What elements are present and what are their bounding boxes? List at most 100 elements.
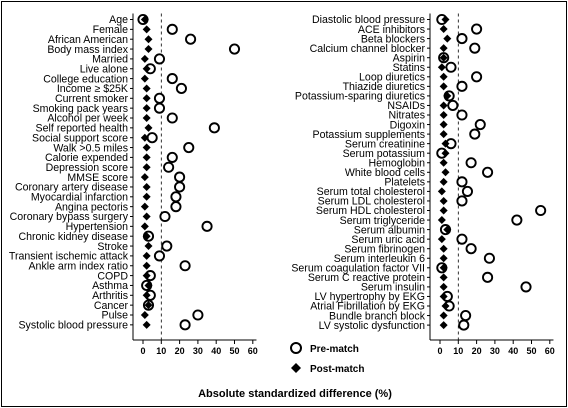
x-tick-label: 30: [490, 346, 500, 356]
x-tick-label: 60: [545, 346, 555, 356]
variable-label: Live alone: [80, 63, 128, 75]
variable-label: Alcohol per week: [47, 113, 128, 125]
variable-label: Pulse: [102, 310, 129, 322]
post-match-point: [443, 91, 452, 100]
pre-match-point: [185, 33, 197, 45]
pre-match-point: [456, 233, 468, 245]
variable-label: Serum potassium: [343, 148, 426, 160]
post-match-point: [142, 320, 151, 329]
post-match-point: [441, 149, 450, 158]
post-match-point: [142, 64, 151, 73]
x-tick-label: 50: [526, 346, 536, 356]
variable-label: Self reported health: [36, 123, 129, 135]
pre-match-point: [179, 260, 191, 272]
legend-post-match-label: Post-match: [310, 364, 364, 375]
pre-match-point: [179, 319, 191, 331]
variable-label: Transient ischemic attack: [9, 251, 129, 263]
post-match-point: [441, 15, 450, 24]
right-panel: 0 10 20 30 40 50 60 Diastolic blood pressureACE…: [291, 13, 555, 356]
variable-label: Serum triglyceride: [340, 215, 425, 227]
post-match-point: [439, 311, 448, 320]
variable-label: Depression score: [46, 162, 129, 174]
pre-match-point: [447, 99, 459, 111]
post-match-point: [439, 158, 448, 167]
variable-label: Walk >0.5 miles: [53, 142, 128, 154]
post-match-point: [144, 35, 153, 44]
variable-label: Current smoker: [55, 93, 128, 105]
pre-match-point: [166, 151, 178, 163]
variable-label: Loop diuretics: [359, 72, 425, 84]
post-match-point: [439, 196, 448, 205]
variable-label: ACE inhibitors: [358, 24, 425, 36]
legend-pre-match-label: Pre-match: [310, 344, 359, 355]
legend-diamond-marker: [291, 363, 301, 373]
post-match-point: [144, 123, 153, 132]
pre-match-point: [153, 92, 166, 104]
variable-label: Social support score: [32, 132, 128, 144]
post-match-point: [142, 192, 151, 201]
pre-match-point: [175, 82, 187, 94]
variable-label: Aspirin: [393, 52, 425, 64]
post-match-point: [144, 45, 153, 54]
variable-label: LV hypertrophy by EKG: [314, 291, 425, 303]
variable-label: Serum creatinine: [345, 138, 425, 150]
post-match-point: [439, 244, 448, 253]
variable-label: Serum LDL cholesterol: [318, 196, 425, 208]
pre-match-point: [153, 53, 166, 65]
variable-label: Calcium channel blocker: [310, 43, 426, 55]
variable-label: Digoxin: [390, 119, 425, 131]
post-match-point: [443, 225, 452, 234]
variable-label: MMSE score: [67, 172, 128, 184]
pre-match-point: [170, 191, 182, 203]
post-match-point: [443, 34, 452, 43]
variable-label: Potassium-sparing diuretics: [295, 91, 425, 103]
variable-label: Myocardial infarction: [31, 192, 128, 204]
variable-label: Systolic blood pressure: [18, 320, 128, 332]
post-match-point: [142, 291, 151, 300]
variable-label: COPD: [97, 270, 128, 282]
pre-match-point: [471, 23, 483, 35]
post-match-point: [142, 212, 151, 221]
variable-label: White blood cells: [345, 167, 425, 179]
variable-label: Atrial Fibrillation by EKG: [310, 301, 425, 313]
post-match-point: [142, 251, 151, 260]
post-match-point: [140, 173, 149, 182]
variable-label: Female: [93, 24, 128, 36]
pre-match-point: [170, 201, 182, 213]
post-match-point: [142, 94, 151, 103]
post-match-point: [441, 139, 450, 148]
variable-label: Coronary artery disease: [15, 182, 128, 194]
pre-match-point: [535, 204, 547, 217]
pre-match-point: [471, 71, 483, 83]
pre-match-point: [456, 195, 468, 207]
pre-match-point: [461, 185, 474, 197]
post-match-point: [439, 111, 448, 119]
pre-match-point: [163, 161, 175, 173]
variable-label: Nitrates: [389, 110, 426, 122]
x-tick-label: 10: [453, 346, 463, 356]
variable-label: Coronary bypass surgery: [10, 211, 129, 223]
pre-match-point: [474, 119, 486, 131]
variable-label: Income ≥ $25K: [57, 83, 128, 95]
pre-match-point: [456, 33, 468, 45]
post-match-point: [441, 302, 450, 310]
post-match-point: [142, 163, 151, 172]
variable-label: Serum albumin: [354, 224, 425, 236]
post-match-point: [439, 292, 448, 301]
post-match-point: [439, 101, 448, 110]
variable-label: Smoking pack years: [33, 103, 128, 115]
post-match-point: [439, 25, 448, 34]
pre-match-point: [153, 250, 166, 262]
variable-label: Potassium supplements: [313, 129, 425, 141]
post-match-point: [142, 25, 151, 34]
post-match-point: [439, 177, 448, 186]
post-match-point: [439, 44, 448, 53]
x-tick-label: 0: [437, 346, 442, 356]
variable-label: LV systolic dysfunction: [319, 320, 425, 332]
pre-match-point: [166, 23, 178, 35]
post-match-point: [142, 143, 151, 152]
variable-label: Angina pectoris: [55, 201, 128, 213]
